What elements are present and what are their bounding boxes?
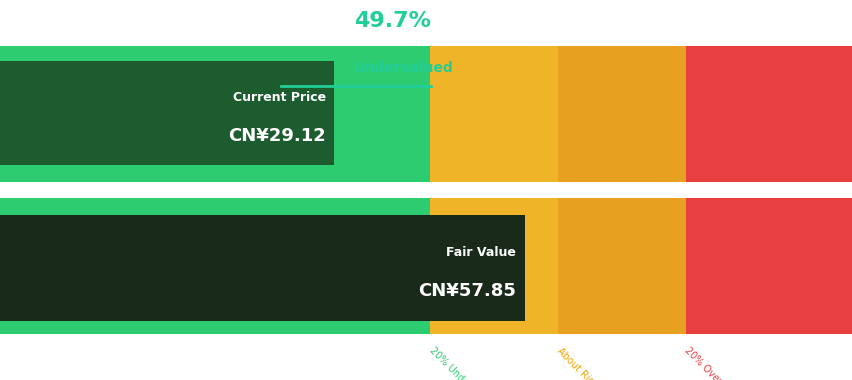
Bar xyxy=(0,215,524,321)
Text: 49.7%: 49.7% xyxy=(354,11,430,32)
Bar xyxy=(0,61,334,165)
Text: 20% Undervalued: 20% Undervalued xyxy=(427,346,495,380)
Bar xyxy=(685,46,852,182)
Text: About Right: About Right xyxy=(555,346,602,380)
Text: Undervalued: Undervalued xyxy=(354,61,453,75)
Bar xyxy=(557,46,685,182)
Text: CN¥29.12: CN¥29.12 xyxy=(227,127,325,145)
Bar xyxy=(557,198,685,334)
Bar xyxy=(429,46,557,182)
Text: Fair Value: Fair Value xyxy=(446,246,515,259)
Text: 20% Overvalued: 20% Overvalued xyxy=(682,346,746,380)
Bar xyxy=(0,46,429,182)
Bar xyxy=(0,198,429,334)
Bar xyxy=(685,198,852,334)
Text: CN¥57.85: CN¥57.85 xyxy=(417,282,515,300)
Text: Current Price: Current Price xyxy=(233,91,325,105)
Bar xyxy=(429,198,557,334)
